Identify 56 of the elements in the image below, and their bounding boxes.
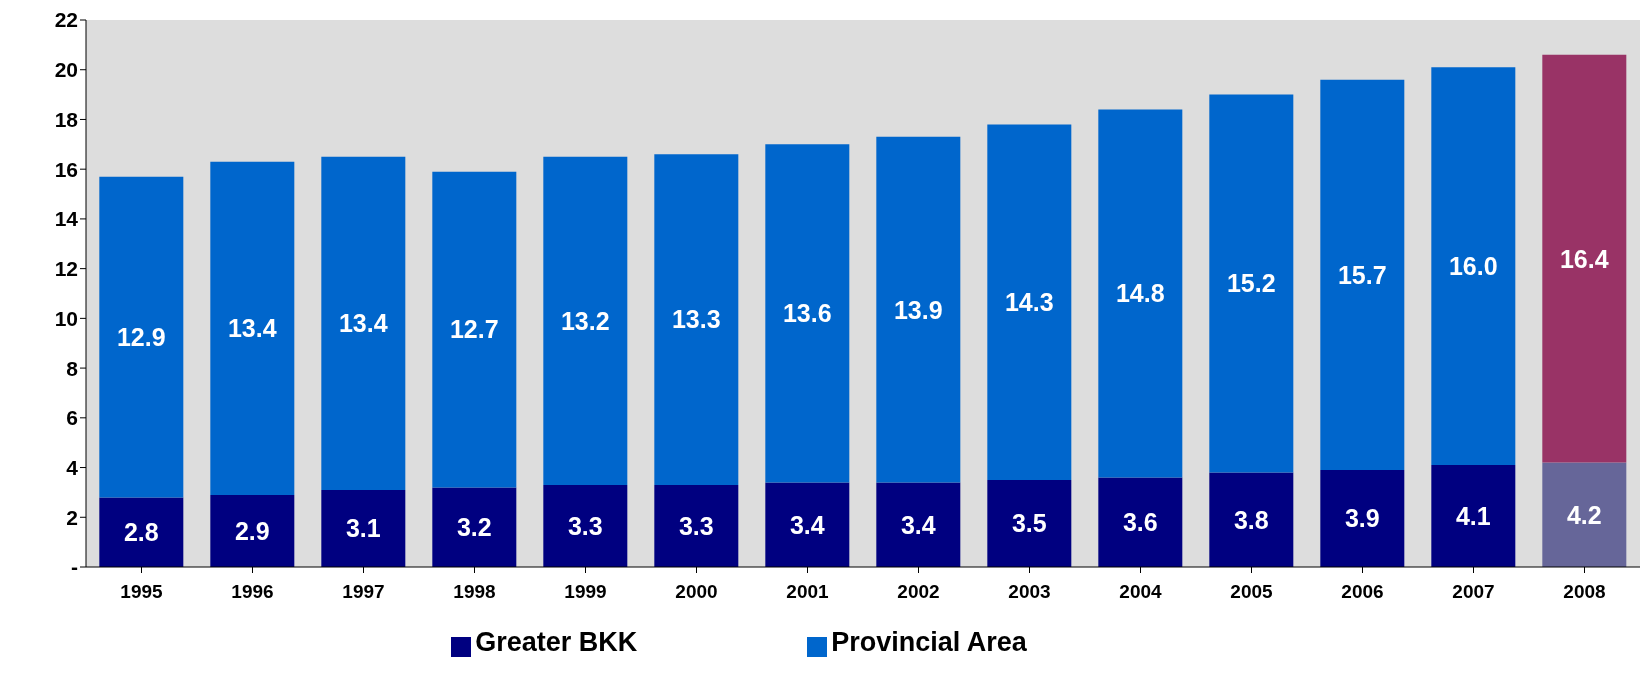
data-label: 4.2 [1566, 500, 1602, 529]
x-tick-label: 1995 [120, 581, 164, 603]
y-tick-label: 8 [66, 356, 79, 380]
data-label: 15.7 [1337, 260, 1387, 289]
data-label: 3.5 [1011, 509, 1047, 538]
data-label: 3.3 [678, 511, 714, 540]
data-label: 13.9 [893, 295, 943, 324]
x-tick-label: 2008 [1563, 581, 1606, 603]
y-tick-label: 14 [54, 207, 79, 231]
y-tick-label: 18 [54, 107, 79, 131]
data-label: 3.4 [789, 510, 825, 539]
x-tick-label: 1997 [342, 581, 385, 603]
data-label: 3.2 [456, 513, 492, 542]
data-label: 2.9 [234, 516, 270, 545]
data-label: 14.8 [1115, 279, 1165, 308]
data-label: 3.1 [345, 514, 381, 543]
data-label: 13.4 [227, 314, 277, 343]
x-tick-label: 2005 [1230, 581, 1274, 603]
x-tick-label: 2007 [1452, 581, 1495, 603]
data-label: 3.3 [567, 511, 603, 540]
data-label: 3.6 [1122, 508, 1158, 537]
data-label: 3.8 [1233, 505, 1269, 534]
data-label: 13.2 [560, 306, 610, 335]
legend-label: Provincial Area [831, 627, 1027, 657]
x-tick-label: 2000 [675, 581, 718, 603]
data-label: 12.7 [449, 315, 499, 344]
x-tick-label: 1996 [231, 581, 274, 603]
y-tick-label: 12 [54, 257, 78, 281]
y-tick-label: 2 [66, 505, 78, 529]
x-tick-label: 2003 [1008, 581, 1051, 603]
legend-label: Greater BKK [475, 627, 638, 657]
y-tick-label: 16 [54, 157, 78, 181]
y-tick-label: 4 [66, 456, 79, 479]
y-tick-label: 22 [54, 8, 78, 32]
data-label: 16.0 [1448, 252, 1498, 281]
y-tick-label: 20 [54, 58, 78, 82]
data-label: 16.4 [1559, 244, 1609, 273]
data-label: 13.3 [671, 305, 721, 334]
x-tick-label: 2002 [897, 581, 940, 603]
data-label: 13.6 [782, 299, 832, 328]
data-label: 3.9 [1344, 504, 1380, 533]
x-tick-label: 2004 [1119, 581, 1163, 603]
y-tick-label: 6 [66, 406, 78, 430]
x-tick-label: 2006 [1341, 581, 1384, 603]
data-label: 3.4 [900, 510, 936, 539]
y-tick-label: - [71, 555, 78, 579]
y-tick-label: 10 [54, 306, 78, 330]
data-label: 14.3 [1004, 288, 1054, 317]
data-label: 2.8 [123, 518, 159, 547]
x-tick-label: 1998 [453, 581, 496, 603]
x-tick-label: 1999 [564, 581, 607, 603]
data-label: 4.1 [1455, 501, 1491, 530]
x-tick-label: 2001 [786, 581, 830, 603]
data-label: 12.9 [116, 322, 166, 351]
data-label: 13.4 [338, 309, 388, 338]
data-label: 15.2 [1226, 269, 1276, 298]
